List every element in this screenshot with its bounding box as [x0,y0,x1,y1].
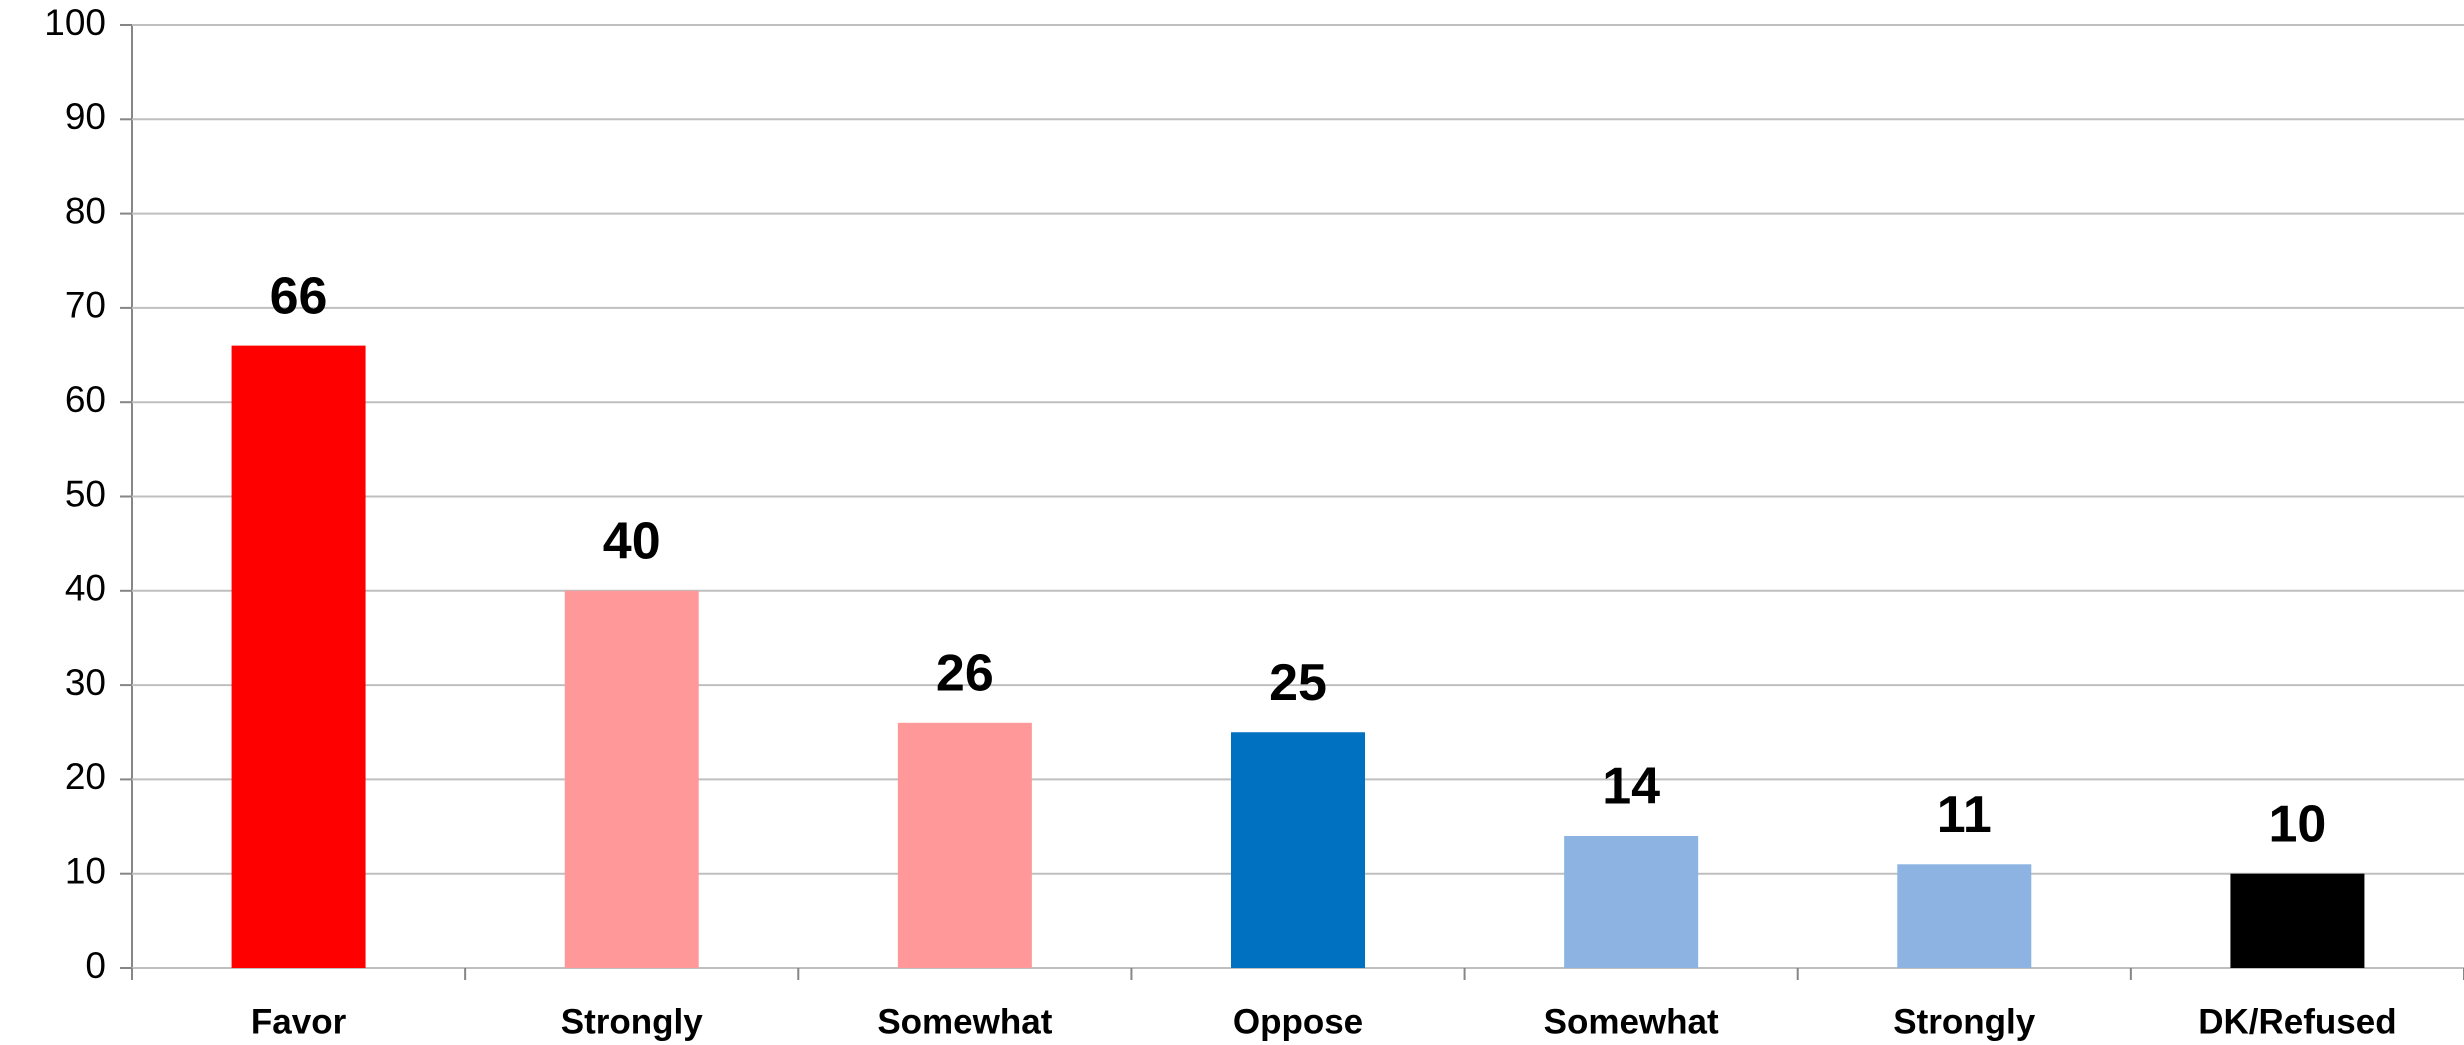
data-label: 40 [603,513,661,571]
y-tick-label: 40 [65,568,106,609]
bar [1231,732,1365,968]
x-tick-label: Somewhat [877,1002,1052,1041]
y-tick-label: 50 [65,473,106,514]
x-tick-label: DK/Refused [2198,1002,2396,1041]
y-tick-label: 90 [65,96,106,137]
data-label: 25 [1269,654,1327,712]
y-tick-label: 80 [65,190,106,231]
x-tick-label: Strongly [561,1002,703,1041]
y-tick-label: 0 [85,945,106,986]
x-tick-label: Favor [251,1002,347,1041]
data-label: 14 [1602,758,1660,816]
y-tick-label: 20 [65,756,106,797]
y-tick-label: 30 [65,662,106,703]
y-tick-label: 100 [44,2,106,43]
bar [231,345,366,968]
bar [1564,835,1699,968]
bar [2230,873,2365,968]
bar [897,722,1032,968]
y-tick-label: 60 [65,379,106,420]
x-tick-label: Strongly [1893,1002,2035,1041]
data-label: 26 [936,645,994,703]
y-tick-label: 70 [65,285,106,326]
bar [564,590,699,968]
data-label: 66 [270,267,328,325]
x-tick-label: Oppose [1233,1002,1363,1041]
x-tick-label: Somewhat [1544,1002,1719,1041]
y-tick-label: 10 [65,850,106,891]
bar [1897,864,2032,968]
data-label: 11 [1937,786,1992,844]
data-label: 10 [2269,795,2327,853]
